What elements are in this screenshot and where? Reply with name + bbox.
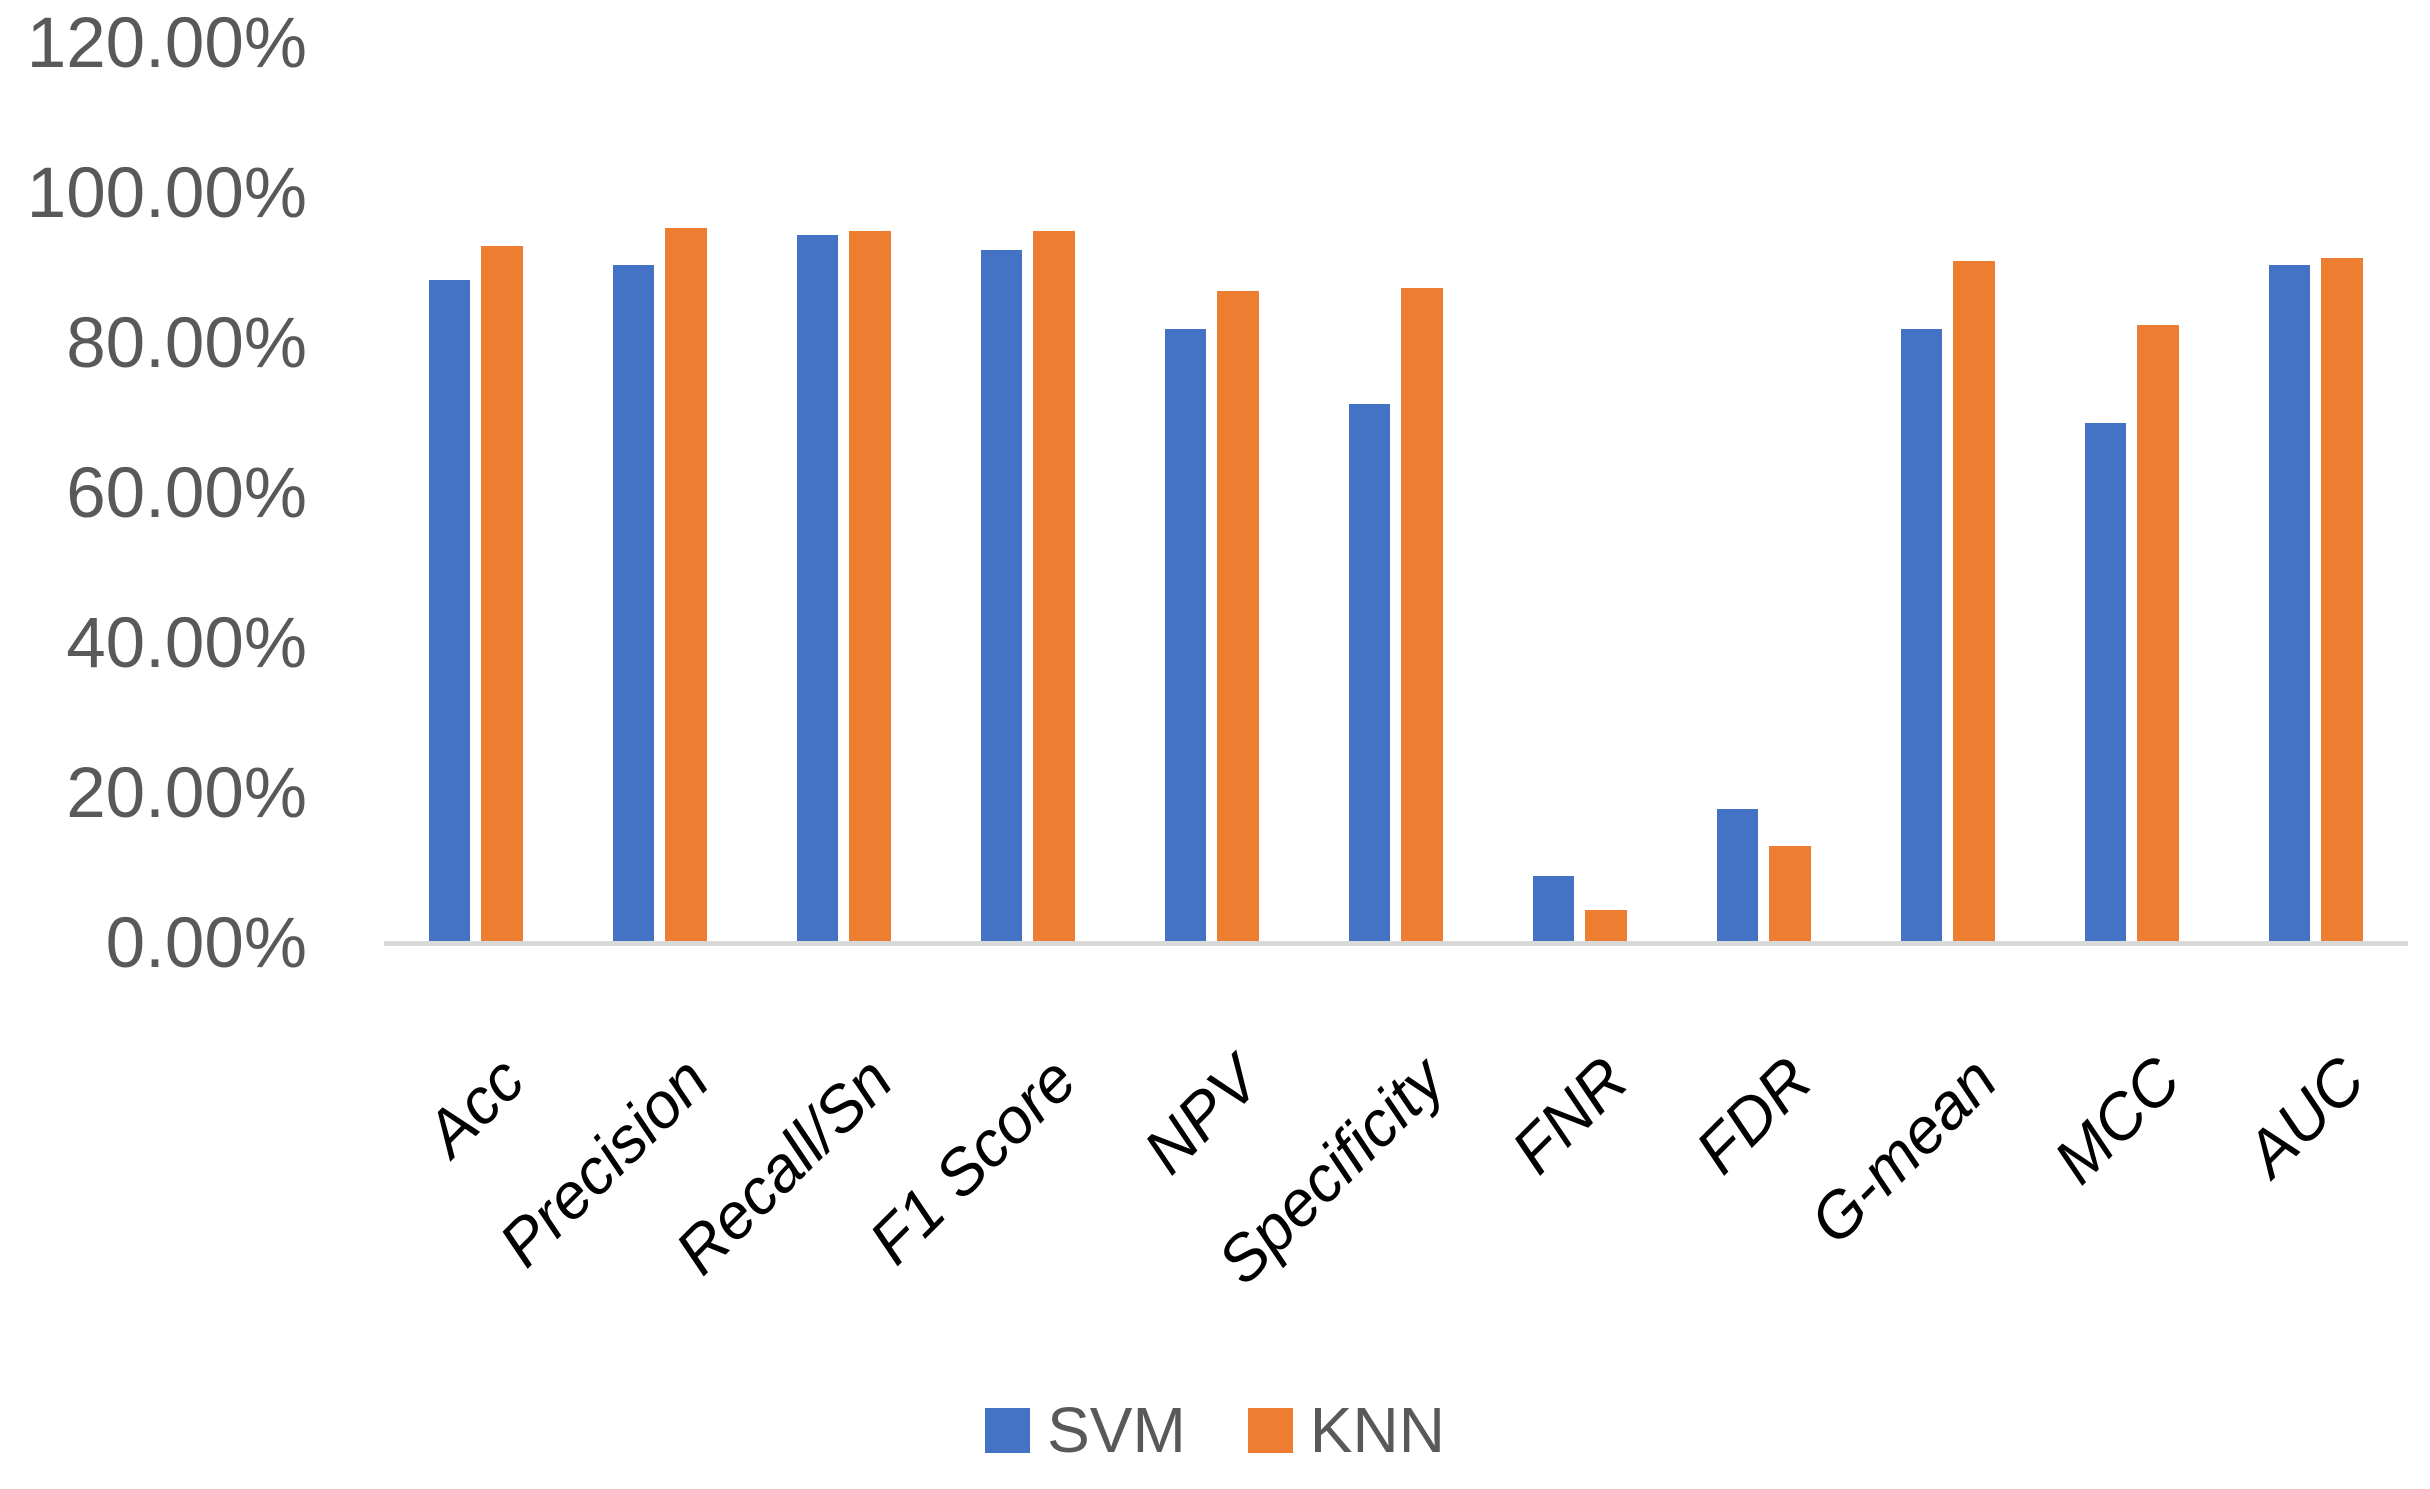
y-axis-tick-label: 20.00% — [66, 754, 307, 833]
bar-knn-fnr — [1585, 910, 1627, 944]
category-label: NPV — [1130, 1043, 1275, 1188]
bar-svm-acc — [429, 280, 470, 944]
legend-item-knn: KNN — [1247, 1394, 1445, 1466]
bar-knn-f1-score — [1033, 231, 1075, 944]
legend-item-svm: SVM — [985, 1398, 1186, 1462]
bar-knn-precision — [665, 228, 707, 944]
bar-knn-acc — [481, 246, 523, 944]
y-axis-tick-label: 120.00% — [26, 4, 307, 83]
bar-knn-npv — [1217, 291, 1259, 944]
bar-svm-f1-score — [981, 250, 1022, 944]
bar-knn-recall-sn — [849, 231, 891, 944]
category-label: G-mean — [1795, 1043, 2011, 1258]
legend-swatch-icon-svm — [985, 1407, 1031, 1453]
plot-area — [384, 44, 2408, 944]
bar-svm-auc — [2269, 265, 2310, 944]
bar-svm-npv — [1165, 329, 1206, 944]
x-axis-line — [384, 941, 2408, 946]
bar-knn-g-mean — [1953, 261, 1995, 944]
legend-swatch-icon-knn — [1247, 1407, 1293, 1453]
y-axis-tick-label: 40.00% — [66, 604, 307, 683]
legend: SVM KNN — [0, 1398, 2430, 1462]
bar-knn-specificity — [1401, 288, 1443, 944]
legend-label: KNN — [1309, 1394, 1445, 1466]
bar-svm-recall-sn — [797, 235, 838, 944]
bar-knn-mcc — [2137, 325, 2179, 944]
bar-svm-fnr — [1533, 876, 1574, 944]
category-label: FDR — [1682, 1043, 1827, 1188]
category-label: Acc — [411, 1043, 539, 1170]
y-axis-tick-label: 0.00% — [105, 904, 307, 983]
y-axis-tick-label: 60.00% — [66, 454, 307, 533]
category-label: AUC — [2231, 1043, 2379, 1190]
y-axis-tick-label: 80.00% — [66, 304, 307, 383]
bar-svm-fdr — [1717, 809, 1758, 944]
y-axis-tick-label: 100.00% — [26, 154, 307, 233]
bar-svm-precision — [613, 265, 654, 944]
bar-svm-g-mean — [1901, 329, 1942, 944]
bar-svm-specificity — [1349, 404, 1390, 944]
bar-knn-fdr — [1769, 846, 1811, 944]
category-label: FNR — [1498, 1043, 1643, 1188]
bar-knn-auc — [2321, 258, 2363, 944]
bar-svm-mcc — [2085, 423, 2126, 944]
category-label: MCC — [2040, 1043, 2195, 1198]
legend-label: SVM — [1047, 1394, 1186, 1466]
